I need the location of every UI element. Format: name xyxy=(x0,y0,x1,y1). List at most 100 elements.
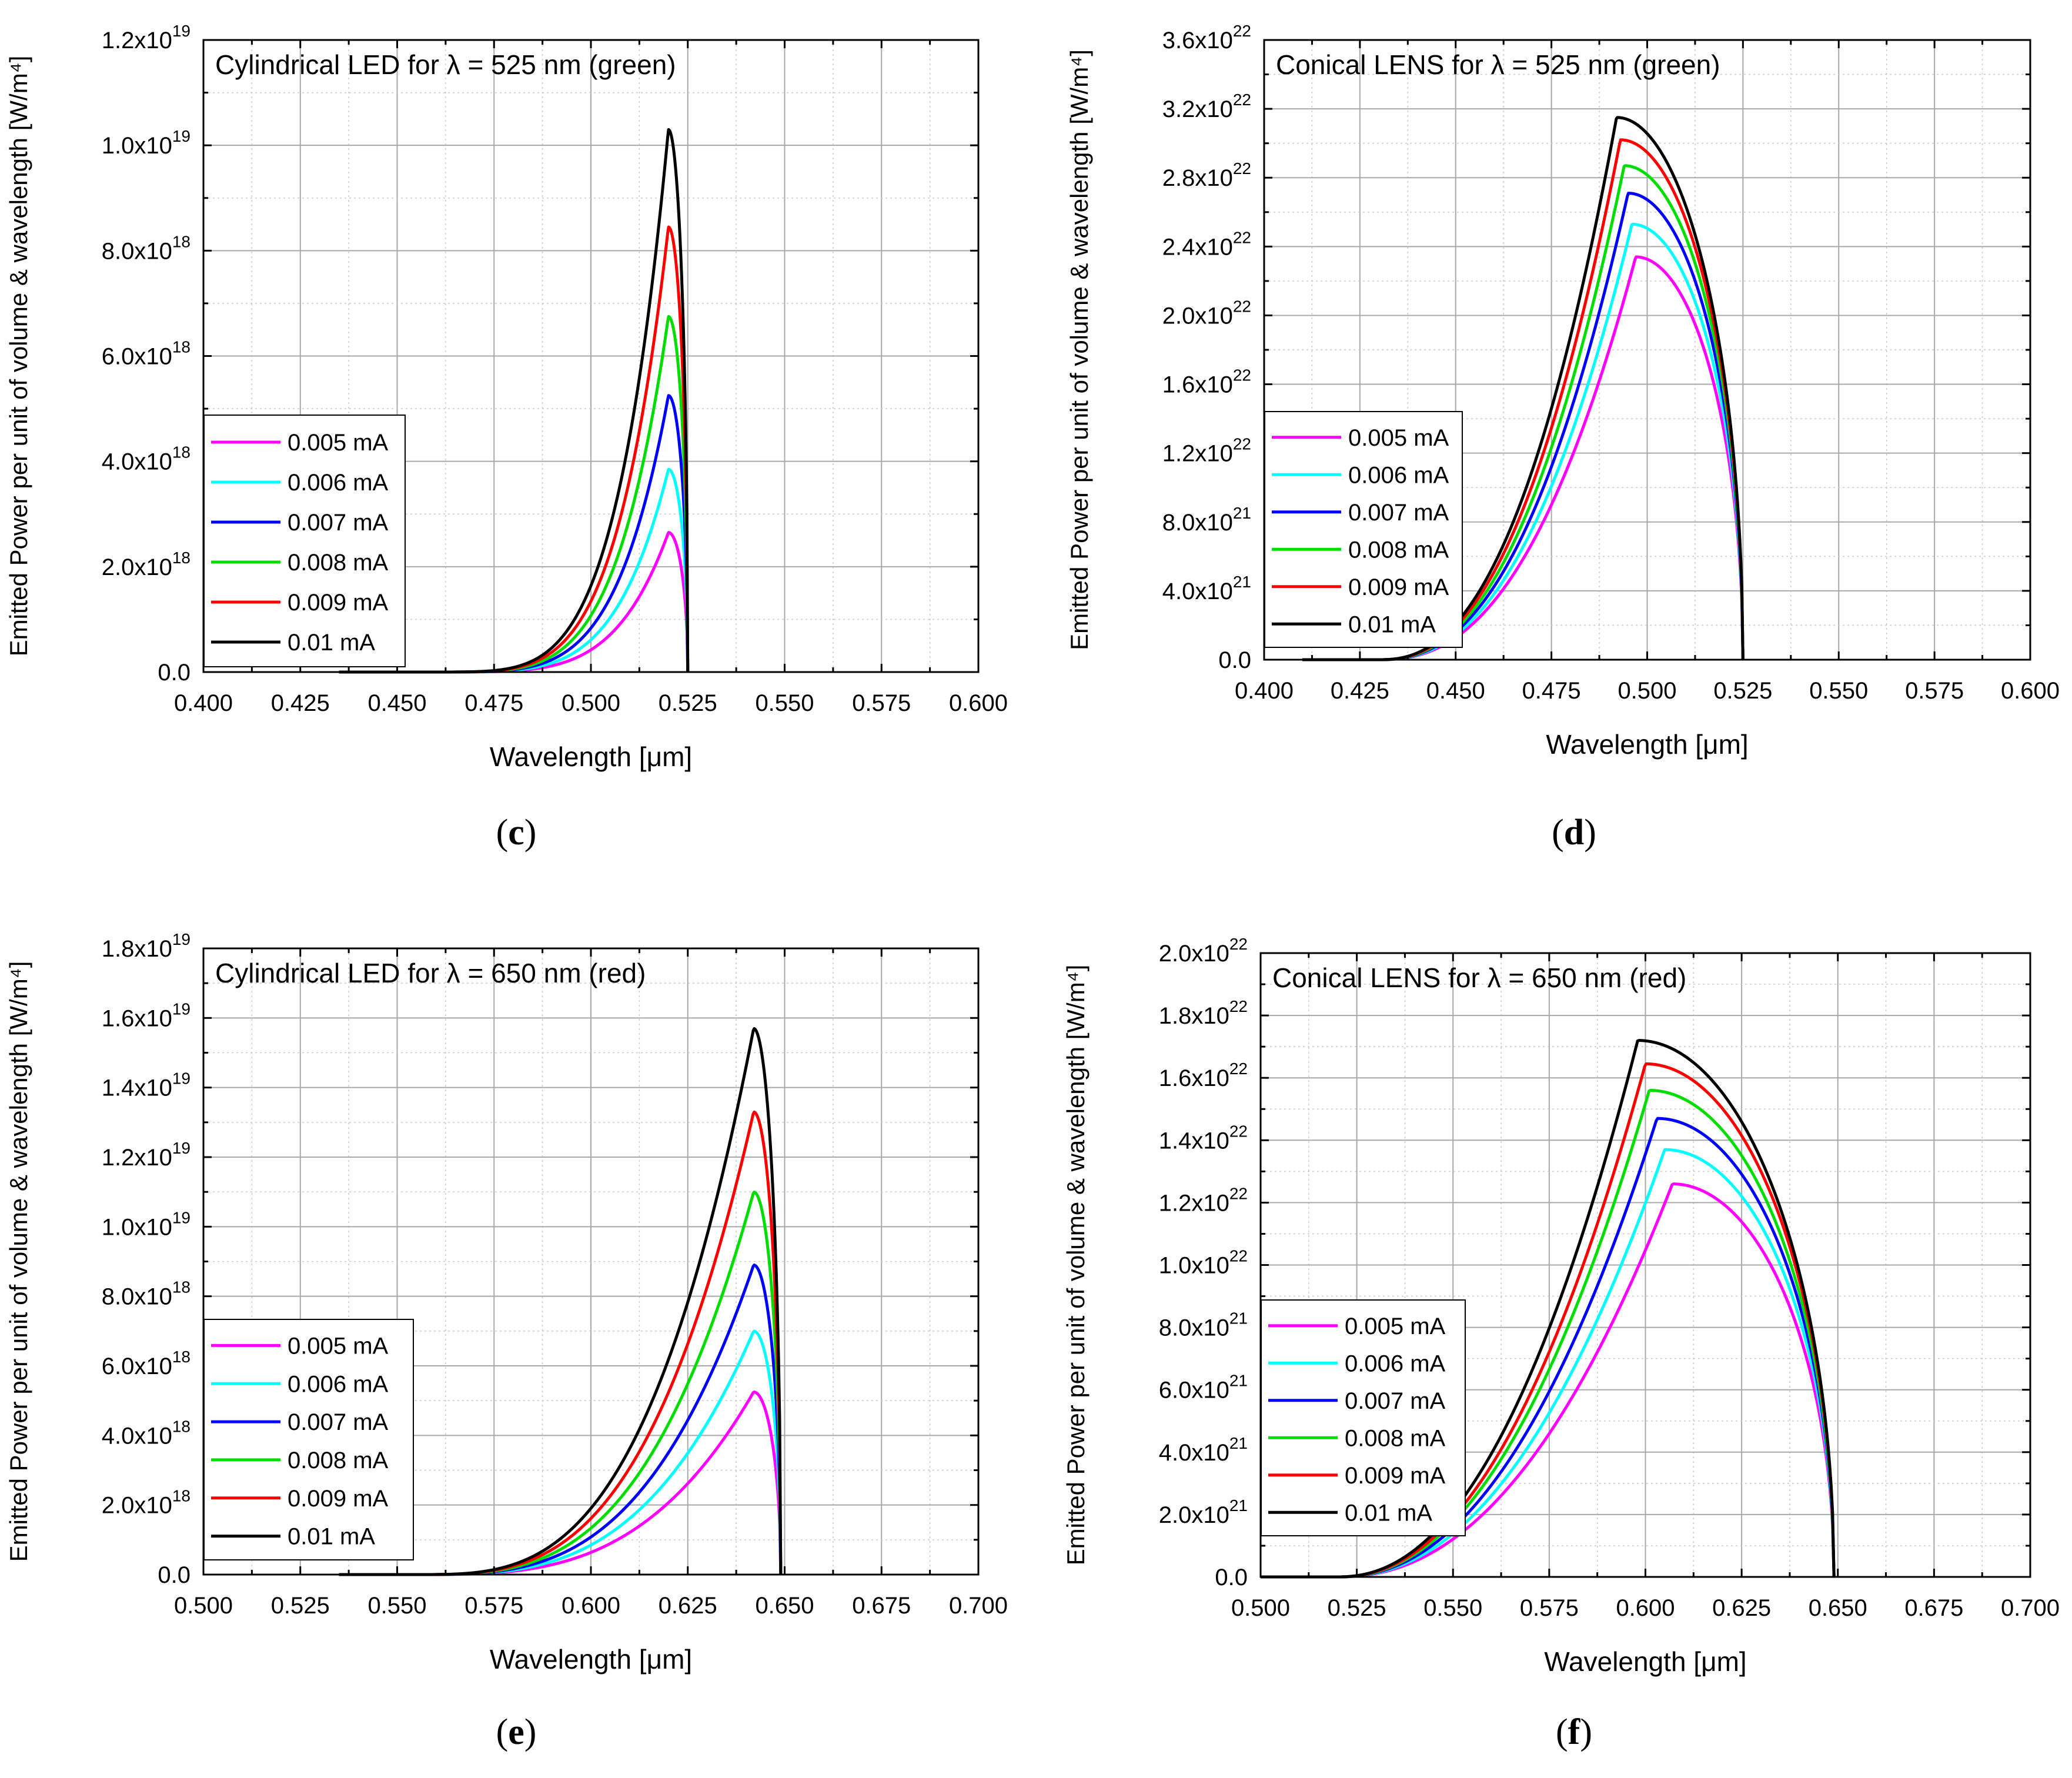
x-tick-label: 0.500 xyxy=(1618,678,1676,704)
legend-entry: 0.007 mA xyxy=(1348,500,1449,526)
y-tick-label: 2.0x1021 xyxy=(1159,1496,1248,1528)
chart-panel-f: 0.500 0.525 0.550 0.575 0.600 0.625 0.650 0.675… xyxy=(1062,935,2060,1752)
y-axis-label: Emitted Power per unit of volume & wavel… xyxy=(1065,49,1093,650)
y-tick-label: 3.6x1022 xyxy=(1162,22,1251,54)
legend-entry: 0.006 mA xyxy=(288,470,389,496)
legend-entry: 0.007 mA xyxy=(288,510,389,536)
y-tick-label: 8.0x1018 xyxy=(102,1278,191,1310)
y-tick-label: 1.2x1019 xyxy=(102,22,191,54)
y-tick-label: 3.2x1022 xyxy=(1162,91,1251,122)
y-tick-label: 1.8x1019 xyxy=(102,930,191,962)
x-tick-label: 0.675 xyxy=(1904,1595,1963,1621)
x-tick-label: 0.575 xyxy=(464,1593,523,1619)
x-axis-label: Wavelength [μm] xyxy=(1544,1646,1746,1677)
chart-panel-d: 0.400 0.425 0.450 0.475 0.500 0.525 0.550 0.575… xyxy=(1065,22,2060,853)
y-tick-label: 6.0x1021 xyxy=(1159,1372,1248,1403)
y-tick-label: 1.0x1022 xyxy=(1159,1247,1248,1279)
y-tick-label: 1.0x1019 xyxy=(102,1208,191,1240)
y-tick-label: 0.0 xyxy=(1215,1565,1248,1590)
x-tick-label: 0.500 xyxy=(1231,1595,1290,1621)
x-tick-label: 0.700 xyxy=(2001,1595,2060,1621)
y-tick-label: 2.0x1022 xyxy=(1162,297,1251,329)
legend: 0.005 mA 0.006 mA 0.007 mA 0.008 mA 0.009 mA… xyxy=(203,415,406,667)
x-tick-label: 0.525 xyxy=(271,1593,330,1619)
legend-entry: 0.006 mA xyxy=(1345,1351,1446,1376)
y-tick-label: 4.0x1021 xyxy=(1162,573,1251,604)
x-tick-label: 0.500 xyxy=(174,1593,233,1619)
x-tick-label: 0.450 xyxy=(1426,678,1485,704)
legend-entry: 0.01 mA xyxy=(288,1524,375,1550)
y-axis-label: Emitted Power per unit of volume & wavel… xyxy=(5,961,32,1562)
x-tick-label: 0.550 xyxy=(1809,678,1868,704)
legend: 0.005 mA 0.006 mA 0.007 mA 0.008 mA 0.009 mA… xyxy=(1261,1299,1466,1536)
panel-label: (d) xyxy=(1552,813,1596,853)
legend-entry: 0.005 mA xyxy=(288,1333,389,1359)
x-tick-label: 0.625 xyxy=(659,1593,717,1619)
x-tick-label: 0.400 xyxy=(1235,678,1294,704)
x-tick-label: 0.525 xyxy=(1713,678,1772,704)
x-tick-label: 0.625 xyxy=(1712,1595,1771,1621)
y-tick-label: 6.0x1018 xyxy=(102,338,191,370)
x-tick-label: 0.425 xyxy=(271,690,330,716)
y-tick-label: 1.6x1019 xyxy=(102,1000,191,1031)
chart-title: Conical LENS for λ = 525 nm (green) xyxy=(1276,49,1720,80)
y-tick-label: 1.4x1019 xyxy=(102,1070,191,1101)
x-axis-label: Wavelength [μm] xyxy=(490,1644,692,1675)
x-tick-label: 0.600 xyxy=(562,1593,620,1619)
y-tick-label: 2.0x1018 xyxy=(102,549,191,580)
y-tick-label: 1.8x1022 xyxy=(1159,997,1248,1029)
legend-entry: 0.01 mA xyxy=(288,630,375,656)
x-tick-label: 0.450 xyxy=(367,690,426,716)
legend-entry: 0.006 mA xyxy=(1348,462,1449,488)
y-axis-label: Emitted Power per unit of volume & wavel… xyxy=(5,56,32,657)
chart-panel-e: 0.500 0.525 0.550 0.575 0.600 0.625 0.650 0.675… xyxy=(5,930,1008,1752)
y-tick-label: 1.2x1022 xyxy=(1159,1184,1248,1216)
x-tick-label: 0.575 xyxy=(852,690,911,716)
legend-entry: 0.008 mA xyxy=(288,1448,389,1473)
y-tick-label: 6.0x1018 xyxy=(102,1348,191,1379)
chart-title: Conical LENS for λ = 650 nm (red) xyxy=(1272,962,1686,993)
chart-panel-c: 0.400 0.425 0.450 0.475 0.500 0.525 0.550 0.575… xyxy=(5,22,1008,853)
y-tick-label: 0.0 xyxy=(1218,647,1251,673)
y-tick-label: 8.0x1021 xyxy=(1162,504,1251,536)
y-tick-label: 0.0 xyxy=(158,660,191,686)
chart-title: Cylindrical LED for λ = 650 nm (red) xyxy=(215,958,646,988)
y-tick-label: 1.6x1022 xyxy=(1162,366,1251,398)
x-tick-label: 0.600 xyxy=(949,690,1008,716)
panel-label: (f) xyxy=(1556,1712,1592,1752)
y-tick-label: 2.0x1018 xyxy=(102,1487,191,1519)
legend-entry: 0.008 mA xyxy=(1345,1425,1446,1451)
y-tick-label: 2.0x1022 xyxy=(1159,935,1248,967)
axis-ticks xyxy=(1263,39,2031,661)
x-axis-label: Wavelength [μm] xyxy=(490,741,692,772)
x-tick-label: 0.400 xyxy=(174,690,233,716)
legend-entry: 0.007 mA xyxy=(1345,1388,1446,1414)
legend-entry: 0.006 mA xyxy=(288,1371,389,1397)
x-axis-label: Wavelength [μm] xyxy=(1546,729,1748,760)
x-tick-label: 0.425 xyxy=(1331,678,1389,704)
gridlines xyxy=(203,40,978,672)
x-tick-label: 0.525 xyxy=(659,690,717,716)
x-tick-label: 0.475 xyxy=(1522,678,1581,704)
y-tick-label: 2.4x1022 xyxy=(1162,228,1251,260)
x-tick-label: 0.475 xyxy=(464,690,523,716)
legend-entry: 0.005 mA xyxy=(288,430,389,456)
legend-entry: 0.009 mA xyxy=(1348,574,1449,600)
axis-ticks xyxy=(202,39,980,673)
y-tick-label: 1.0x1019 xyxy=(102,127,191,159)
legend-entry: 0.01 mA xyxy=(1348,611,1436,637)
y-axis-label: Emitted Power per unit of volume & wavel… xyxy=(1062,965,1090,1566)
x-tick-label: 0.700 xyxy=(949,1593,1008,1619)
y-tick-label: 4.0x1018 xyxy=(102,443,191,475)
x-tick-label: 0.525 xyxy=(1328,1595,1386,1621)
legend-entry: 0.008 mA xyxy=(1348,537,1449,563)
legend-entry: 0.007 mA xyxy=(288,1409,389,1435)
x-tick-label: 0.550 xyxy=(1423,1595,1482,1621)
legend-entry: 0.008 mA xyxy=(288,550,389,576)
legend-entry: 0.009 mA xyxy=(1345,1463,1446,1489)
y-tick-label: 1.6x1022 xyxy=(1159,1060,1248,1091)
x-tick-label: 0.600 xyxy=(2001,678,2060,704)
x-tick-label: 0.675 xyxy=(852,1593,911,1619)
y-tick-label: 1.2x1019 xyxy=(102,1139,191,1171)
x-tick-label: 0.575 xyxy=(1520,1595,1579,1621)
